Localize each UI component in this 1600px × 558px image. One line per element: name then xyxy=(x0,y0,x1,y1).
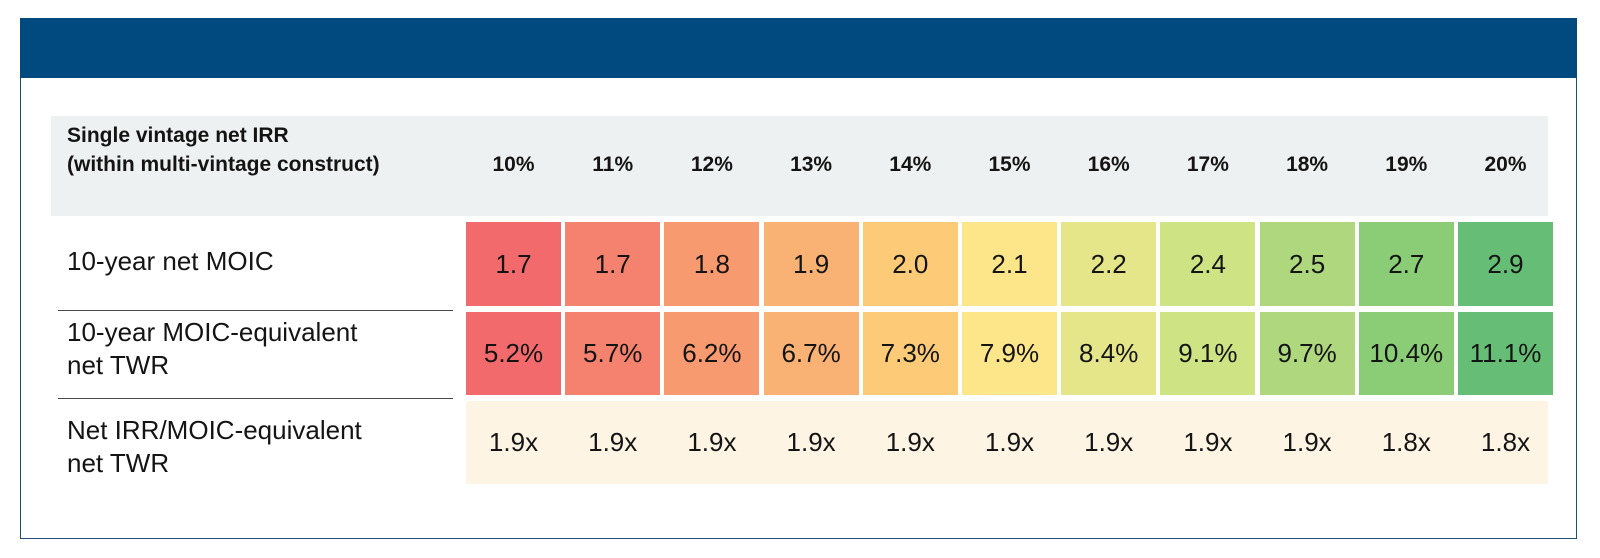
table-cell: 2.9 xyxy=(1458,222,1553,306)
title-bar xyxy=(20,18,1577,78)
column-header: 14% xyxy=(889,153,932,176)
row-label-line: 10-year net MOIC xyxy=(67,246,274,276)
table-cell: 1.9x xyxy=(588,427,638,457)
table-cell: 9.1% xyxy=(1160,312,1256,395)
table-cell: 1.8x xyxy=(1381,427,1431,457)
table-cell: 1.9x xyxy=(786,427,836,457)
row-label-line: Net IRR/MOIC-equivalent xyxy=(67,415,362,445)
column-header: 19% xyxy=(1385,153,1428,176)
table-cell: 1.8x xyxy=(1480,427,1531,457)
table-cell: 10.4% xyxy=(1358,312,1454,395)
table-cell: 2.4 xyxy=(1160,222,1256,306)
table-cell: 7.9% xyxy=(962,312,1057,395)
header-band xyxy=(51,116,1548,216)
table-cell: 2.7 xyxy=(1358,222,1454,306)
row-label: 10-year net MOIC xyxy=(67,245,274,278)
ratio-row-band xyxy=(466,401,1548,484)
table-cell: 6.2% xyxy=(664,312,760,395)
table-cell: 5.7% xyxy=(565,312,661,395)
header-label-line-1: Single vintage net IRR xyxy=(67,124,289,147)
header-label-line-2: (within multi-vintage construct) xyxy=(67,153,380,176)
row-separator xyxy=(58,398,453,399)
table-cell: 1.7 xyxy=(565,222,661,306)
column-header: 18% xyxy=(1286,153,1329,176)
table-cell: 1.9x xyxy=(1183,427,1233,457)
header-label: Single vintage net IRR (within multi-vin… xyxy=(67,121,467,179)
table-cell: 2.1 xyxy=(962,222,1057,306)
column-header: 12% xyxy=(690,153,733,176)
table-cell: 6.7% xyxy=(763,312,859,395)
column-header: 13% xyxy=(790,153,833,176)
row-label: 10-year MOIC-equivalent net TWR xyxy=(67,316,357,382)
row-separator xyxy=(58,310,453,311)
row-label-line: net TWR xyxy=(67,350,170,380)
table-cell: 11.1% xyxy=(1458,312,1553,395)
table-cell: 8.4% xyxy=(1061,312,1157,395)
table-cell: 1.7 xyxy=(466,222,561,306)
row-label-line: net TWR xyxy=(67,448,170,478)
table-cell: 1.9x xyxy=(687,427,737,457)
table-cell: 1.9x xyxy=(984,427,1035,457)
table-cell: 9.7% xyxy=(1259,312,1355,395)
column-header: 20% xyxy=(1484,153,1527,176)
table-cell: 2.5 xyxy=(1259,222,1355,306)
table-cell: 7.3% xyxy=(862,312,958,395)
column-header: 11% xyxy=(592,153,634,176)
table-cell: 1.9x xyxy=(1084,427,1134,457)
row-label-line: 10-year MOIC-equivalent xyxy=(67,317,358,347)
table-cell: 1.9x xyxy=(488,427,539,457)
table-cell: 1.9x xyxy=(885,427,935,457)
column-header: 15% xyxy=(988,153,1031,176)
table-cell: 1.9x xyxy=(1282,427,1332,457)
table-cell: 1.8 xyxy=(664,222,760,306)
table-cell: 2.2 xyxy=(1061,222,1157,306)
column-header: 10% xyxy=(492,153,535,176)
column-header: 16% xyxy=(1087,153,1130,176)
column-header: 17% xyxy=(1186,153,1229,176)
table-cell: 2.0 xyxy=(862,222,958,306)
table-cell: 1.9 xyxy=(763,222,859,306)
table-cell: 5.2% xyxy=(466,312,561,395)
row-label: Net IRR/MOIC-equivalent net TWR xyxy=(67,414,362,480)
